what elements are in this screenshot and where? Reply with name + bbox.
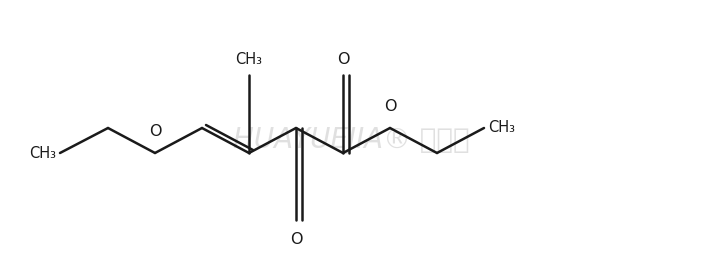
Text: O: O [149,124,161,139]
Text: O: O [290,232,302,247]
Text: CH₃: CH₃ [29,146,56,160]
Text: O: O [337,52,349,67]
Text: HUAYUEJIA® 化学加: HUAYUEJIA® 化学加 [233,126,470,154]
Text: CH₃: CH₃ [488,120,515,136]
Text: CH₃: CH₃ [236,52,262,67]
Text: O: O [384,99,396,114]
